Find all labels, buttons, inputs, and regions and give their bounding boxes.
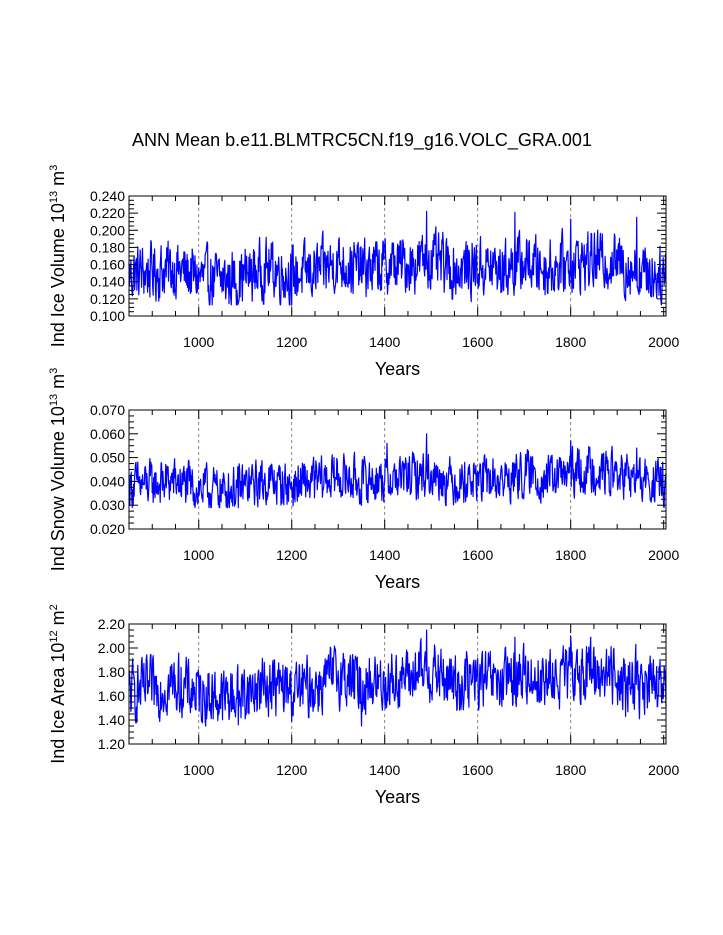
x-tick-label: 1800 (555, 334, 586, 350)
y-tick-label: 0.200 (90, 222, 125, 238)
y-tick-label: 0.060 (90, 426, 125, 442)
series-line (128, 433, 667, 509)
panel-1: 1000 1200 1400 1600 1800 20000.1000.1200.1400… (48, 165, 679, 379)
series-line (128, 210, 667, 306)
x-tick-label: 2000 (648, 334, 679, 350)
x-tick-label: 1200 (276, 762, 307, 778)
y-tick-label: 1.60 (98, 688, 125, 704)
y-axis-label: Ind Ice Volume 1013 m3 (48, 165, 68, 347)
y-tick-label: 2.20 (98, 616, 125, 632)
x-tick-label: 1400 (369, 547, 400, 563)
x-axis-label: Years (375, 787, 420, 807)
y-tick-label: 0.030 (90, 497, 125, 513)
x-axis-label: Years (375, 359, 420, 379)
y-tick-label: 0.160 (90, 257, 125, 273)
y-tick-label: 0.050 (90, 450, 125, 466)
x-axis-label: Years (375, 572, 420, 592)
x-tick-label: 1600 (462, 334, 493, 350)
panel-2: 1000 1200 1400 1600 1800 2000 0.020 0.030 0.040 0… (48, 368, 679, 592)
x-tick-label: 1600 (462, 547, 493, 563)
y-tick-label: 0.240 (90, 188, 125, 204)
series-line (128, 629, 667, 727)
x-tick-label: 1800 (555, 762, 586, 778)
y-tick-label: 0.100 (90, 308, 125, 324)
x-tick-label: 1200 (276, 334, 307, 350)
x-tick-label: 2000 (648, 547, 679, 563)
y-tick-label: 0.180 (90, 239, 125, 255)
x-tick-label: 1400 (369, 762, 400, 778)
x-tick-label: 1000 (183, 762, 214, 778)
y-axis-label: Ind Snow Volume 1013 m3 (48, 368, 68, 572)
y-tick-label: 0.020 (90, 521, 125, 537)
y-tick-label: 1.20 (98, 736, 125, 752)
y-tick-label: 0.220 (90, 205, 125, 221)
y-tick-label: 2.00 (98, 640, 125, 656)
x-tick-label: 2000 (648, 762, 679, 778)
y-axis-label: Ind Ice Area 1012 m2 (48, 604, 68, 763)
y-tick-label: 0.120 (90, 291, 125, 307)
y-tick-label: 0.140 (90, 274, 125, 290)
x-tick-label: 1200 (276, 547, 307, 563)
x-tick-label: 1600 (462, 762, 493, 778)
y-tick-label: 0.040 (90, 473, 125, 489)
panel-3: 1000 1200 1400 1600 1800 2000 1.20 1.40 1.60 1.80… (48, 604, 679, 807)
y-tick-label: 0.070 (90, 402, 125, 418)
chart-title: ANN Mean b.e11.BLMTRC5CN.f19_g16.VOLC_GR… (132, 130, 592, 151)
x-tick-label: 1800 (555, 547, 586, 563)
x-tick-label: 1400 (369, 334, 400, 350)
x-tick-label: 1000 (183, 547, 214, 563)
y-tick-label: 1.40 (98, 712, 125, 728)
y-tick-label: 1.80 (98, 664, 125, 680)
x-tick-label: 1000 (183, 334, 214, 350)
